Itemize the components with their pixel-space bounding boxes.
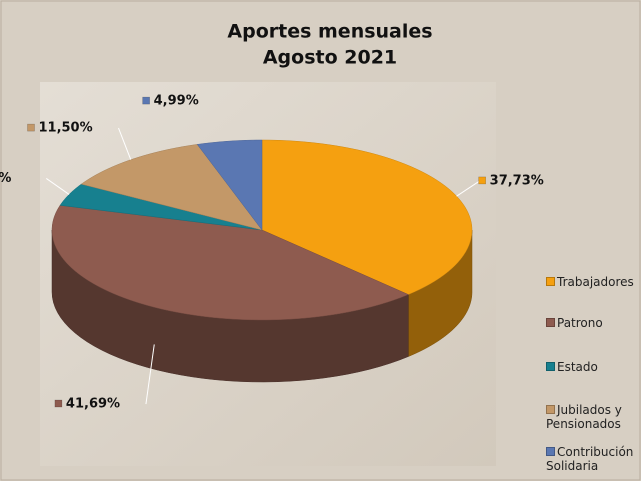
- legend-swatch: [546, 362, 555, 371]
- leader-line: [145, 344, 155, 405]
- slice: [51, 205, 409, 321]
- label-marker: [27, 123, 35, 132]
- legend-label: Estado: [557, 360, 598, 374]
- legend-label: Patrono: [557, 316, 603, 330]
- data-label: 4,99%: [154, 94, 199, 109]
- leader-line: [456, 180, 480, 197]
- chart-title: Aportes mensuales: [227, 21, 432, 43]
- legend-label: Trabajadores: [557, 275, 634, 289]
- label-marker: [54, 399, 63, 408]
- data-label: 4,09%: [0, 171, 11, 186]
- legend-item: Jubilados y Pensionados: [546, 403, 638, 431]
- legend-label: Contribución Solidaria: [546, 445, 634, 473]
- chart-title: Agosto 2021: [263, 47, 397, 69]
- leader-line: [46, 178, 70, 195]
- legend-label: Jubilados y Pensionados: [546, 403, 622, 431]
- leader-line: [118, 127, 132, 160]
- legend-swatch: [546, 318, 555, 327]
- legend-swatch: [546, 277, 555, 286]
- data-label: 41,69%: [66, 397, 120, 412]
- slice: [80, 144, 263, 231]
- slice: [196, 139, 263, 231]
- legend-item: Patrono: [546, 316, 638, 330]
- legend-swatch: [546, 447, 555, 456]
- legend-item: Estado: [546, 360, 638, 374]
- label-marker: [478, 176, 486, 185]
- data-label: 11,50%: [38, 121, 92, 136]
- data-label: 37,73%: [490, 173, 544, 188]
- legend-item: Trabajadores: [546, 275, 638, 289]
- slice: [261, 139, 473, 295]
- legend-swatch: [546, 405, 555, 414]
- label-marker: [142, 96, 150, 105]
- legend-item: Contribución Solidaria: [546, 445, 638, 473]
